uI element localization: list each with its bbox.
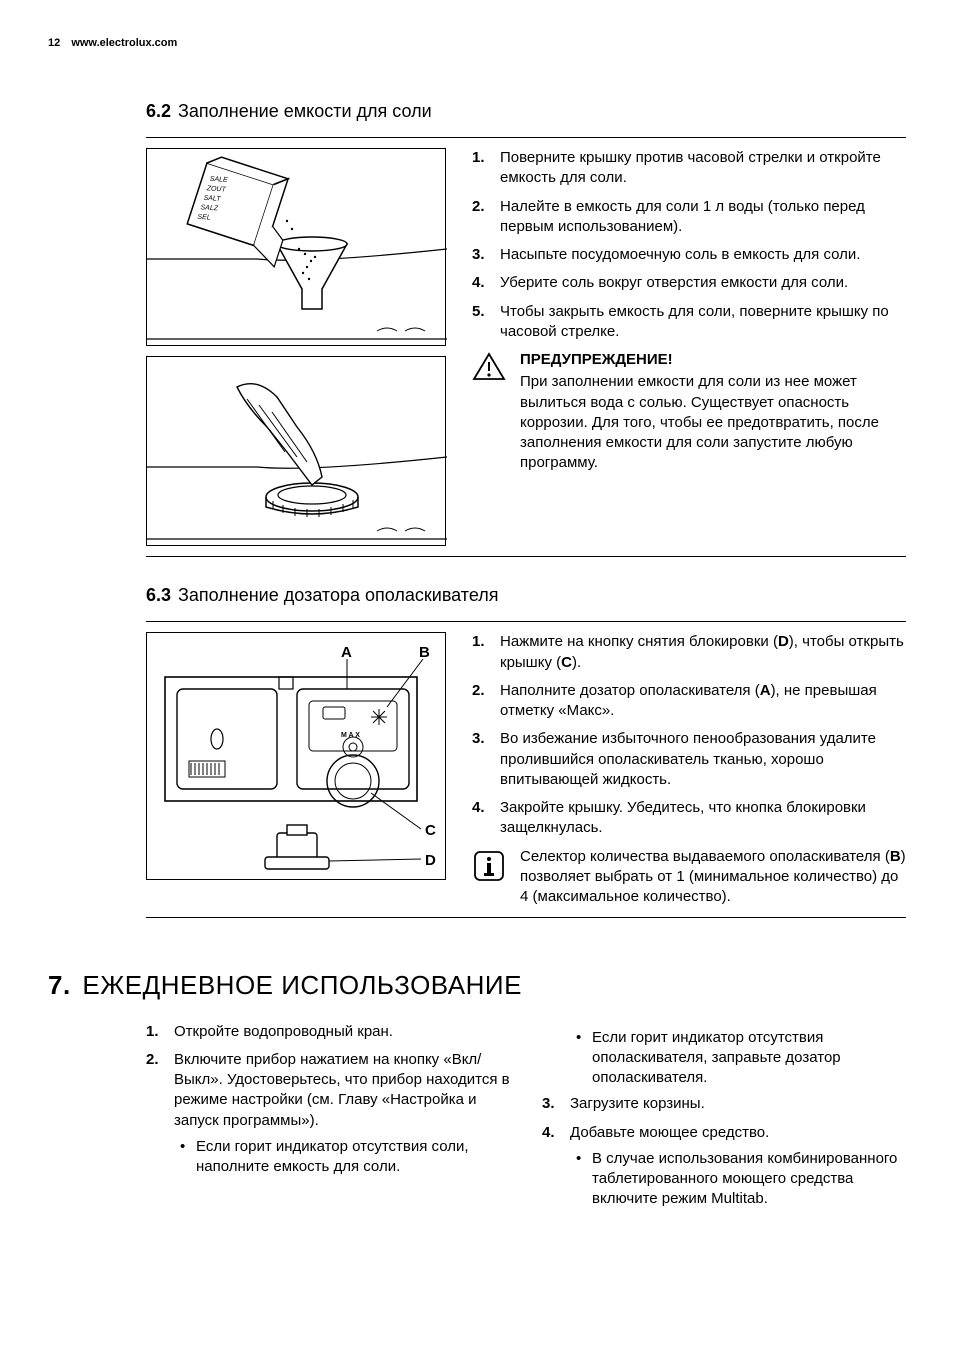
list-item: 1.Откройте водопроводный кран. (146, 1022, 510, 1042)
salt-label-5: SEL (197, 214, 211, 222)
section-6-3-body: A B C D (146, 622, 906, 917)
warning-icon (472, 350, 520, 474)
section-6-3-text: 1.Нажмите на кнопку снятия блокировки (D… (472, 632, 906, 907)
figure-salt-pour: SALE ZOUT SALT SALZ SEL (146, 148, 446, 346)
warning-text: При заполнении емкости для соли из нее м… (520, 372, 906, 473)
figure-dispenser: A B C D (146, 632, 446, 880)
list-item: 4.Уберите соль вокруг отверстия емкости … (472, 273, 906, 293)
figures-6-3: A B C D (146, 632, 446, 907)
salt-label-4: SALZ (200, 204, 219, 212)
list-item: 1.Нажмите на кнопку снятия блокировки (D… (472, 632, 906, 673)
label-A: A (341, 643, 352, 663)
section-6-2-text: 1.Поверните крышку против часовой стрелк… (472, 148, 906, 546)
list-item: 1.Поверните крышку против часовой стрелк… (472, 148, 906, 189)
warning-block: ПРЕДУПРЕЖДЕНИЕ! При заполнении емкости д… (472, 350, 906, 474)
list-item: 2. Включите прибор нажатием на кнопку «В… (146, 1050, 510, 1184)
label-D: D (425, 851, 436, 871)
section-6-2-body: SALE ZOUT SALT SALZ SEL (146, 138, 906, 556)
divider (146, 917, 906, 918)
list-item: 3.Насыпьте посудомоечную соль в емкость … (472, 245, 906, 265)
header-url: www.electrolux.com (71, 37, 177, 49)
list-item: 2.Наполните дозатор ополаскивателя (A), … (472, 681, 906, 722)
section-6-3-title: 6.3 Заполнение дозатора ополаскивателя (146, 583, 906, 607)
salt-label-3: SALT (203, 195, 221, 203)
steps-6-3: 1.Нажмите на кнопку снятия блокировки (D… (472, 632, 906, 838)
info-block: Селектор количества выдаваемого ополаски… (472, 847, 906, 908)
salt-label-2: ZOUT (205, 185, 226, 193)
list-item: 2.Налейте в емкость для соли 1 л воды (т… (472, 197, 906, 238)
chapter-7-title: 7. ЕЖЕДНЕВНОЕ ИСПОЛЬЗОВАНИЕ (48, 968, 906, 1003)
divider (146, 556, 906, 557)
list-item: Если горит индикатор отсутствия соли, на… (196, 1137, 510, 1178)
page-header: 12 www.electrolux.com (48, 36, 906, 51)
list-item: 3.Загрузите корзины. (542, 1094, 906, 1114)
list-item: 5.Чтобы закрыть емкость для соли, поверн… (472, 302, 906, 343)
list-item: Если горит индикатор отсутствия ополаски… (592, 1028, 906, 1089)
figure-salt-close (146, 356, 446, 546)
list-item: 4.Закройте крышку. Убедитесь, что кнопка… (472, 798, 906, 839)
page-number: 12 (48, 37, 60, 49)
list-item: В случае использования комбинированного … (592, 1149, 906, 1210)
chapter-7-left: 1.Откройте водопроводный кран. 2. Включи… (146, 1022, 510, 1224)
salt-label-1: SALE (210, 176, 229, 184)
list-item: 4. Добавьте моющее средство. В случае ис… (542, 1123, 906, 1216)
steps-6-2: 1.Поверните крышку против часовой стрелк… (472, 148, 906, 342)
label-C: C (425, 821, 436, 841)
section-6-2-title: 6.2 Заполнение емкости для соли (146, 99, 906, 123)
list-item: 3.Во избежание избыточного пенообразован… (472, 729, 906, 790)
info-icon (472, 847, 520, 908)
chapter-7-body: 1.Откройте водопроводный кран. 2. Включи… (146, 1022, 906, 1224)
chapter-7-right: Если горит индикатор отсутствия ополаски… (542, 1022, 906, 1224)
warning-title: ПРЕДУПРЕЖДЕНИЕ! (520, 350, 906, 370)
figures-6-2: SALE ZOUT SALT SALZ SEL (146, 148, 446, 546)
label-B: B (419, 643, 430, 663)
